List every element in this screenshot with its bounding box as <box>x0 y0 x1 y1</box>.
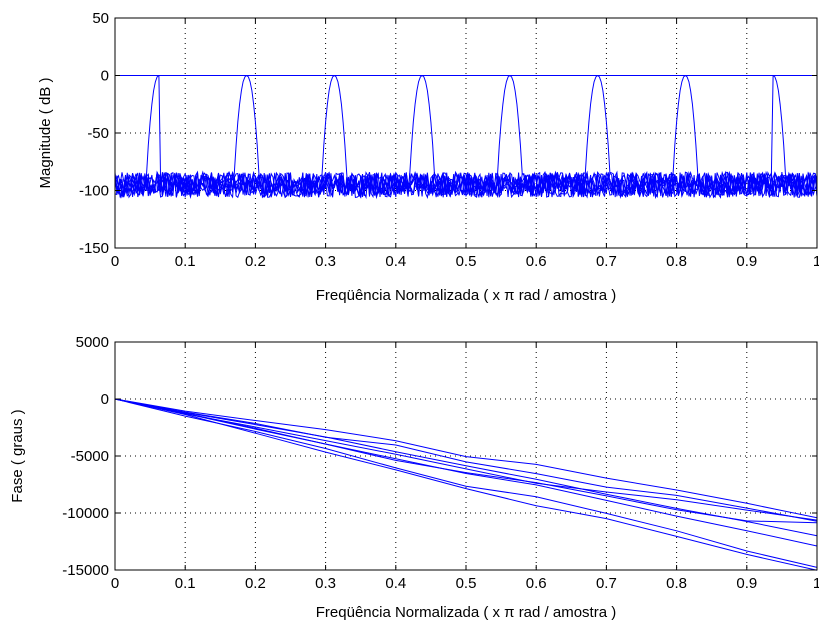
x-tick-label: 0 <box>111 575 119 592</box>
x-tick-label: 0.1 <box>175 253 196 270</box>
phase-plot: 0 0.1 0.2 0.3 0.4 0.5 0.6 0.7 0.8 0.9 1 -15000 -1000… <box>9 334 819 621</box>
y-tick-label: 50 <box>92 10 109 27</box>
phase-series-0 <box>114 398 818 571</box>
y-axis-label: Magnitude ( dB ) <box>37 78 54 189</box>
x-tick-label: 0.7 <box>596 575 617 592</box>
phase-series-6 <box>114 398 818 524</box>
phase-series-7 <box>114 398 818 521</box>
x-tick-label: 0 <box>111 253 119 270</box>
x-tick-label: 0.4 <box>385 253 406 270</box>
y-tick-label: -150 <box>79 240 109 257</box>
x-tick-label: 1 <box>813 253 819 270</box>
y-tick-label: -10000 <box>62 505 109 522</box>
y-tick-label: -100 <box>79 183 109 200</box>
x-axis-label: Freqüência Normalizada ( x π rad / amost… <box>316 604 616 621</box>
x-tick-label: 0.8 <box>666 253 687 270</box>
x-tick-label: 0.2 <box>245 253 266 270</box>
y-tick-label: 0 <box>101 391 109 408</box>
y-tick-label: -50 <box>87 125 109 142</box>
y-tick-label: 5000 <box>76 334 109 351</box>
y-tick-label: -15000 <box>62 562 109 579</box>
x-tick-label: 0.1 <box>175 575 196 592</box>
x-tick-label: 0.3 <box>315 575 336 592</box>
phase-series-1 <box>114 398 818 568</box>
x-tick-label: 0.8 <box>666 575 687 592</box>
x-tick-label: 0.7 <box>596 253 617 270</box>
phase-series-4 <box>114 398 818 522</box>
phase-series-5 <box>114 398 818 519</box>
x-tick-label: 0.3 <box>315 253 336 270</box>
x-tick-label: 0.5 <box>456 575 477 592</box>
x-tick-label: 1 <box>813 575 819 592</box>
magnitude-series-4 <box>114 75 818 199</box>
x-tick-label: 0.2 <box>245 575 266 592</box>
y-tick-label: 0 <box>101 68 109 85</box>
magnitude-series-8 <box>114 75 817 199</box>
series-group <box>114 75 818 200</box>
x-tick-label: 0.5 <box>456 253 477 270</box>
y-axis-label: Fase ( graus ) <box>9 409 26 502</box>
magnitude-plot: 0 0.1 0.2 0.3 0.4 0.5 0.6 0.7 0.8 0.9 1 -150 -100 -50… <box>37 10 819 304</box>
x-tick-label: 0.9 <box>736 575 757 592</box>
y-tick-label: -5000 <box>71 448 109 465</box>
magnitude-series-7 <box>114 75 818 198</box>
x-axis-label: Freqüência Normalizada ( x π rad / amost… <box>316 287 616 304</box>
x-tick-label: 0.9 <box>736 253 757 270</box>
series-group <box>114 398 818 571</box>
phase-series-3 <box>114 398 818 537</box>
x-tick-label: 0.6 <box>526 575 547 592</box>
x-tick-label: 0.4 <box>385 575 406 592</box>
phase-series-2 <box>114 398 818 547</box>
x-tick-label: 0.6 <box>526 253 547 270</box>
